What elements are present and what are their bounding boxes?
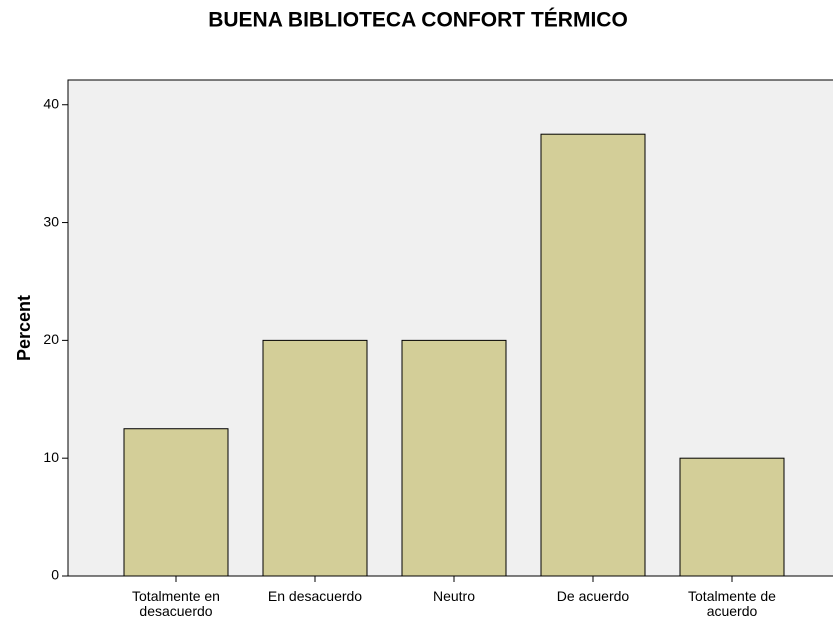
x-tick-label: De acuerdo — [556, 588, 630, 604]
y-tick-label: 30 — [43, 213, 59, 229]
y-tick-label: 10 — [43, 449, 59, 465]
bar — [401, 339, 507, 577]
bar — [123, 428, 229, 577]
x-tick-label: Totalmente en desacuerdo — [132, 588, 220, 619]
bar — [679, 457, 785, 577]
bar — [540, 133, 646, 577]
y-tick-label: 40 — [43, 95, 59, 111]
x-tick-label: Totalmente de acuerdo — [688, 588, 776, 619]
x-tick-label: En desacuerdo — [267, 588, 363, 604]
y-tick-label: 20 — [43, 331, 59, 347]
y-axis-label: Percent — [14, 295, 34, 361]
x-tick-label: Neutro — [432, 588, 476, 604]
y-tick-label: 0 — [51, 567, 59, 583]
chart-title: BUENA BIBLIOTECA CONFORT TÉRMICO — [208, 9, 628, 32]
bar — [262, 339, 368, 577]
